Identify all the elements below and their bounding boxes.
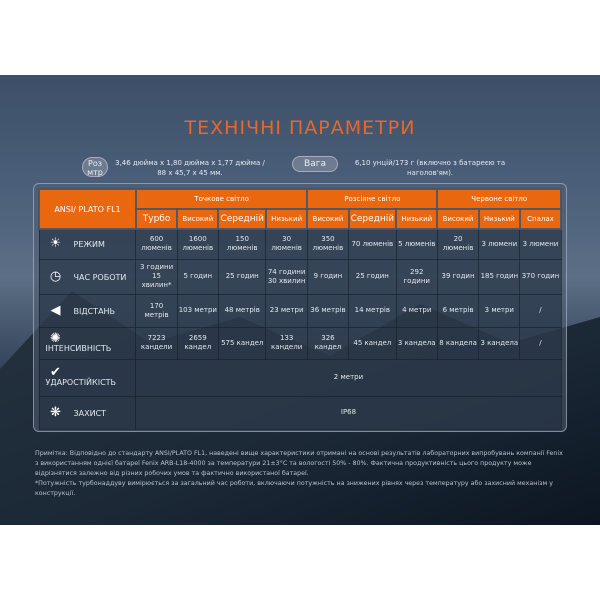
table-cell: 370 годин	[519, 258, 562, 295]
table-cell: 3 люмени	[519, 228, 562, 260]
table-cell: 70 люменів	[348, 228, 397, 260]
table-cell: 25 годин	[348, 258, 397, 295]
table-row: ☀ РЕЖИМ 600 люменів 1600 люменів 150 люменів…	[38, 228, 562, 260]
table-cell: 3 люмени	[478, 228, 521, 260]
row-label-text: ЧАС РОБОТИ	[73, 272, 127, 282]
table-cell: 2659 кандел	[176, 326, 219, 360]
impact-label: УДАРОСТІЙКІСТЬ	[45, 378, 117, 387]
clock-icon: ◷	[49, 268, 62, 284]
table-cell: 103 метри	[176, 293, 219, 328]
table-cell: 23 метри	[265, 293, 308, 328]
table-cell: 3 кандела	[395, 326, 438, 360]
mode-header: Спалах	[518, 208, 563, 230]
row-label-text: РЕЖИМ	[73, 240, 105, 250]
row-label-protection: ❋ ЗАХИСТ	[38, 395, 137, 430]
group-header: Точкове світло	[134, 188, 309, 210]
footnote: Примітка: Відповідно до стандарту ANSI/P…	[35, 449, 565, 499]
mode-header: Низький	[395, 208, 439, 230]
impact-value: 2 метри	[135, 358, 562, 397]
protection-value: IP68	[135, 395, 562, 430]
table-cell: 45 кандел	[348, 326, 397, 360]
table-cell: 133 кандели	[265, 326, 308, 360]
table-cell: /	[519, 326, 562, 360]
table-cell: 5 люменів	[395, 228, 438, 260]
intensity-icon: ✺	[50, 330, 61, 346]
table-cell: 150 люменів	[217, 228, 267, 260]
table-cell: 20 люменів	[436, 228, 480, 260]
spec-table: ANSI/ PLATO FL1 Точкове світло Розсіяне …	[38, 188, 563, 430]
mode-header: Високий	[176, 208, 220, 230]
table-cell: 9 годин	[306, 258, 350, 295]
table-cell: 3 години 15 хвилин*	[135, 258, 178, 295]
table-cell: 14 метрів	[348, 293, 397, 328]
mode-header: Середній	[217, 208, 267, 230]
table-cell: 1600 люменів	[176, 228, 219, 260]
table-row: ◷ ЧАС РОБОТИ 3 години 15 хвилин* 5 годин 25 …	[38, 258, 562, 295]
weight-line-2: наголов'ям).	[406, 169, 454, 177]
row-label: ☀ РЕЖИМ	[38, 228, 137, 260]
protection-label: ЗАХИСТ	[73, 408, 107, 418]
table-cell: 5 годин	[176, 258, 219, 295]
table-cell: 575 кандел	[217, 326, 267, 360]
row-label: ◀ ВІДСТАНЬ	[38, 293, 137, 328]
table-cell: 170 метрів	[135, 293, 178, 328]
table-cell: 48 метрів	[217, 293, 267, 328]
mode-header: Низький	[264, 208, 309, 230]
mode-header: Високий	[306, 208, 350, 230]
row-label: ✺ІНТЕНСИВНІСТЬ	[38, 326, 137, 360]
row-label-impact: ✔УДАРОСТІЙКІСТЬ	[38, 358, 137, 397]
table-row: ✺ІНТЕНСИВНІСТЬ 7223 кандели 2659 кандел 575…	[38, 326, 562, 360]
group-header: Червоне світло	[436, 188, 562, 210]
size-line-1: 3,46 дюйма x 1,80 дюйма x 1,77 дюйма /	[115, 159, 265, 167]
page-title: ТЕХНІЧНІ ПАРАМЕТРИ	[184, 117, 416, 139]
table-cell: 600 люменів	[135, 228, 178, 260]
note-text: Примітка: Відповідно до стандарту ANSI/P…	[35, 450, 563, 477]
impact-icon: ✔	[50, 365, 61, 380]
waterproof-icon: ❋	[50, 404, 61, 420]
mode-header: Середній	[347, 208, 398, 230]
corner-header: ANSI/ PLATO FL1	[38, 188, 137, 230]
row-label-text: ІНТЕНСИВНІСТЬ	[45, 343, 112, 353]
table-cell: 6 метрів	[436, 293, 480, 328]
mode-header: Низький	[477, 208, 521, 230]
size-line-2: 88 x 45,7 x 45 мм.	[157, 169, 223, 177]
table-cell: 7223 кандели	[135, 326, 178, 360]
weight-line-1: 6,10 унцій/173 г (включно з батареєю та	[354, 159, 506, 167]
table-cell: 4 метри	[395, 293, 438, 328]
row-label: ◷ ЧАС РОБОТИ	[38, 258, 137, 295]
table-cell: 3 метри	[478, 293, 521, 328]
table-cell: 3 кандела	[478, 326, 521, 360]
size-value: 3,46 дюйма x 1,80 дюйма x 1,77 дюйма / 88…	[110, 158, 270, 178]
table-cell: /	[519, 293, 562, 328]
mode-header: Високий	[436, 208, 480, 230]
table-cell: 30 люменів	[265, 228, 308, 260]
weight-value: 6,10 унцій/173 г (включно з батареєю та н…	[340, 158, 520, 178]
table-cell: 185 годин	[478, 258, 521, 295]
weight-label: Вага	[292, 156, 338, 172]
mode-header: Турбо	[134, 208, 179, 230]
table-row: ◀ ВІДСТАНЬ 170 метрів 103 метри 48 метрів 23 …	[38, 293, 562, 328]
group-header: Розсіяне світло	[306, 188, 439, 210]
size-label: Роз мтр	[82, 157, 108, 177]
note-asterisk: *Потужність турбонаддуву вимірюється за …	[35, 480, 553, 497]
row-label-text: ВІДСТАНЬ	[73, 306, 116, 316]
beam-distance-icon: ◀	[50, 302, 61, 318]
table-cell: 350 люменів	[306, 228, 350, 260]
sun-rays-icon: ☀	[49, 236, 62, 252]
table-cell: 36 метрів	[306, 293, 350, 328]
table-cell: 25 годин	[217, 258, 267, 295]
table-cell: 292 години	[395, 258, 438, 295]
table-cell: 8 кандела	[436, 326, 480, 360]
table-cell: 74 години 30 хвилин	[265, 258, 308, 295]
table-cell: 326 кандел	[306, 326, 350, 360]
table-cell: 39 годин	[436, 258, 480, 295]
